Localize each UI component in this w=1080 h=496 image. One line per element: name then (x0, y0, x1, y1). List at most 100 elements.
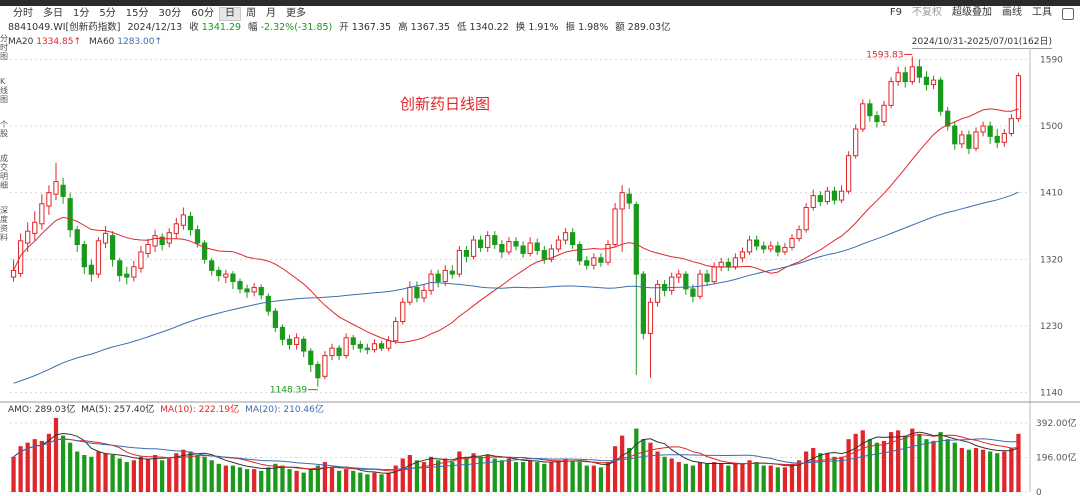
candle-body (782, 246, 788, 253)
candle-body (25, 230, 31, 244)
period-tab[interactable]: 更多 (285, 7, 306, 19)
volume-bar (520, 462, 526, 492)
volume-bar (535, 462, 540, 492)
candle-body (838, 190, 845, 201)
period-toolbar: 分时 多日 1分 5分 15分 30分 60分日周月更多 F9 不复权 超级叠加 画线 工具 (0, 6, 1080, 21)
volume-bar (372, 472, 377, 492)
period-tab[interactable]: 日 (218, 6, 241, 21)
date-range[interactable]: 2024/10/31-2025/07/01(162日) (911, 37, 1052, 49)
volume-tick-label: 392.00亿 (1036, 417, 1077, 429)
draw-line-button[interactable]: 画线 (1002, 7, 1022, 18)
candle-body (916, 66, 923, 78)
volume-bar (811, 447, 816, 492)
super-overlay-button[interactable]: 超级叠加 (952, 7, 992, 18)
candle-body (824, 190, 831, 203)
amo-legend: AMO: 289.03亿 MA(5): 257.40亿 MA(10): 222.… (8, 404, 324, 416)
side-tab[interactable]: 成交明细 (0, 154, 8, 190)
volume-bar (407, 455, 412, 492)
candle-body (456, 249, 463, 275)
candle-body (704, 273, 710, 283)
candle-body (350, 337, 356, 345)
adjust-mode-button[interactable]: 不复权 (912, 7, 942, 18)
volume-bar (230, 465, 236, 492)
candle-body (853, 128, 859, 157)
period-tab[interactable]: 月 (265, 7, 276, 19)
volume-bar (966, 449, 972, 492)
price-tick-label: 1230 (1040, 322, 1063, 332)
volume-bar (138, 456, 144, 492)
volume-bar (910, 428, 915, 492)
volume-bar (301, 472, 306, 492)
f9-button[interactable]: F9 (889, 7, 902, 18)
tools-button[interactable]: 工具 (1032, 7, 1052, 18)
candle-body (187, 215, 194, 231)
candle-body (131, 266, 137, 278)
volume-bar (938, 432, 943, 492)
window-icon[interactable] (1062, 8, 1074, 20)
period-tab[interactable]: 分时 (13, 7, 33, 19)
volume-bar (598, 467, 604, 492)
volume-bar (740, 463, 745, 492)
candle-body (371, 343, 378, 351)
candle-body (761, 245, 767, 250)
candle-body (385, 340, 392, 349)
candle-body (393, 321, 399, 342)
candle-body (562, 232, 569, 241)
period-tab[interactable]: 1分 (73, 7, 90, 19)
period-tab[interactable]: 30分 (158, 7, 182, 19)
candle-body (46, 192, 52, 207)
volume-bar (216, 463, 221, 492)
min-price-label: 1148.39 (270, 386, 307, 396)
ma60-value: 1283.00↑ (117, 37, 163, 47)
candle-body (209, 260, 215, 271)
volume-bar (917, 433, 922, 492)
candle-body (138, 251, 144, 269)
candle-body (435, 273, 441, 283)
candle-body (633, 204, 639, 275)
period-tab[interactable]: 15分 (125, 7, 149, 19)
change-pct: 幅 -2.32%(-31.85) (248, 22, 333, 33)
side-tab[interactable]: 深度资料 (0, 206, 8, 242)
volume-bar (973, 447, 979, 492)
period-tab[interactable]: 多日 (43, 7, 63, 19)
candle-body (364, 347, 371, 351)
turnover-rate: 换 1.91% (515, 22, 559, 33)
candle-body (357, 343, 363, 349)
candle-body (124, 273, 130, 278)
volume-bar (379, 474, 384, 492)
volume-bar (1016, 433, 1021, 492)
volume-bar (662, 456, 667, 492)
side-tab[interactable]: 分时图 (0, 34, 8, 61)
candle-body (753, 239, 760, 247)
volume-bar (280, 465, 285, 492)
candle-body (577, 244, 583, 262)
volume-bar (131, 460, 136, 492)
candle-body (449, 270, 455, 275)
period-tab[interactable]: 周 (245, 7, 256, 19)
volume-bar (110, 455, 115, 492)
period-tab[interactable]: 60分 (191, 7, 214, 19)
candle-body (272, 310, 279, 328)
candle-body (322, 355, 328, 377)
volume-bar (209, 460, 214, 492)
volume-bar (1002, 451, 1007, 492)
vol-ma20-line (13, 438, 1019, 471)
volume-bar (867, 439, 872, 492)
volume-bar (959, 447, 964, 492)
volume-bar (53, 418, 59, 492)
volume-bar (485, 455, 490, 492)
candle-body (930, 79, 937, 86)
candle-body (258, 286, 264, 296)
volume-bar (669, 458, 674, 492)
volume-bar (195, 455, 200, 492)
amo-ma10: MA(10): 222.19亿 (160, 405, 240, 415)
candle-body (966, 134, 972, 149)
volume-bar (287, 469, 292, 492)
amo-value: AMO: 289.03亿 (8, 405, 76, 415)
side-tab[interactable]: 个股 (0, 120, 8, 138)
volume-bar (584, 465, 589, 492)
candle-body (485, 235, 491, 248)
volume-tick-label: 196.00亿 (1036, 451, 1077, 463)
period-tab[interactable]: 5分 (99, 7, 116, 19)
